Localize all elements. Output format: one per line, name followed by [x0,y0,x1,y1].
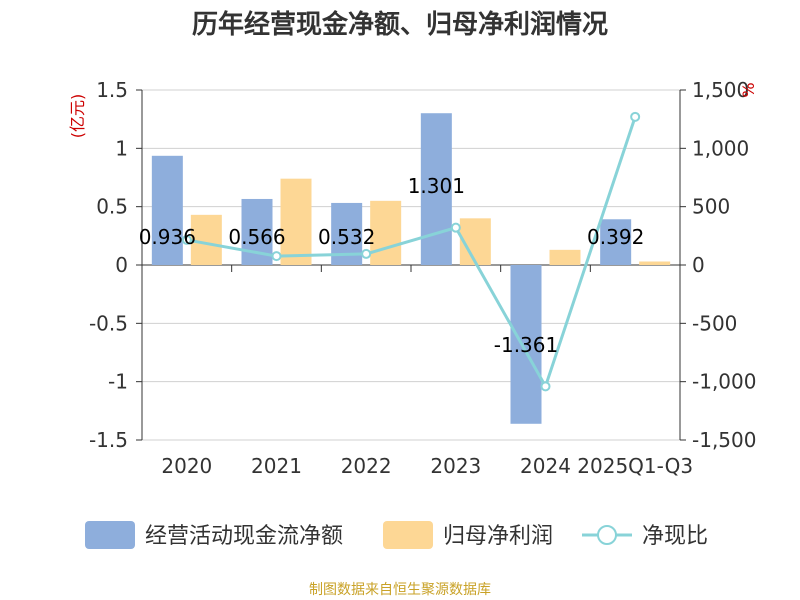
right-tick-label: -1,500 [692,428,756,452]
left-tick-label: -1.5 [89,428,128,452]
legend-label-ratio: 净现比 [642,524,708,549]
profit-bar [190,214,222,265]
profit-bar [370,200,402,265]
right-tick-label: -500 [692,311,737,335]
cashflow-bar [510,265,542,424]
legend: 经营活动现金流净额 归母净利润 净现比 [85,521,708,549]
profit-bar [639,261,671,265]
cashflow-data-label: 0.936 [139,225,196,249]
right-tick-label: 1,500 [692,78,749,102]
x-category-label: 2025Q1-Q3 [577,454,693,478]
cashflow-data-label: 0.392 [587,225,644,249]
profit-bar [280,178,312,265]
right-tick-label: 500 [692,195,730,219]
legend-swatch-ratio-marker [597,525,617,545]
ratio-point [271,251,282,262]
x-category-label: 2020 [161,454,212,478]
ratio-polyline [186,116,637,391]
ratio-line [181,111,641,392]
left-tick-label: 1.5 [96,78,128,102]
left-tick-label: -1 [108,370,128,394]
ratio-point [450,222,461,233]
left-tick-label: 1 [115,136,128,160]
cashflow-bar [600,219,632,265]
legend-label-cashflow: 经营活动现金流净额 [145,524,343,549]
cashflow-data-label: 0.532 [318,225,375,249]
data-labels: 0.936 0.566 0.532 1.301 -1.361 0.392 [139,174,645,357]
cashflow-bar [151,155,183,265]
ratio-point [540,381,551,392]
chart-title: 历年经营现金净额、归母净利润情况 [192,9,608,40]
left-tick-label: -0.5 [89,311,128,335]
ratio-point [181,234,192,245]
cashflow-data-label: 0.566 [228,225,285,249]
cashflow-data-label: 1.301 [408,174,465,198]
ratio-point [630,111,641,122]
source-text: 制图数据来自恒生聚源数据库 [309,582,491,598]
x-category-label: 2021 [251,454,302,478]
legend-swatch-cashflow [85,521,135,549]
cashflow-data-label: -1.361 [494,333,558,357]
left-tick-label: 0.5 [96,195,128,219]
x-category-label: 2023 [430,454,481,478]
legend-label-profit: 归母净利润 [443,524,553,549]
right-unit-label: % [739,82,758,97]
left-tick-label: 0 [115,253,128,277]
x-category-label: 2022 [341,454,392,478]
legend-swatch-profit [383,521,433,549]
ratio-point [361,248,372,259]
axes: 1.5 1 0.5 0 -0.5 -1 -1.5 1,500 1,000 500 0 -500 -1,0… [68,78,758,478]
x-category-label: 2024 [520,454,571,478]
cashflow-bar [420,113,452,265]
left-unit-label: (亿元) [68,94,87,139]
right-tick-label: 1,000 [692,136,749,160]
right-tick-label: 0 [692,253,705,277]
profit-bar [549,249,581,265]
right-tick-label: -1,000 [692,370,756,394]
